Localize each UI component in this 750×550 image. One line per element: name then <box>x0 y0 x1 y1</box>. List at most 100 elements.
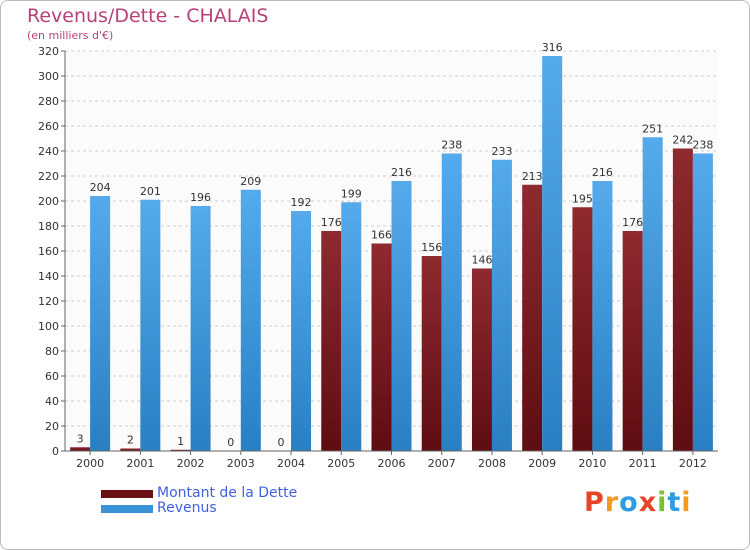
bar-revenus <box>441 153 462 451</box>
data-label-debt: 2 <box>127 434 134 447</box>
bar-debt <box>120 448 141 451</box>
bar-revenus <box>341 202 362 451</box>
bar-debt <box>371 243 392 451</box>
y-tick-label: 220 <box>38 170 59 183</box>
bar-revenus <box>90 196 111 451</box>
bars <box>70 56 713 451</box>
x-tick-label: 2012 <box>679 457 707 470</box>
y-tick-label: 320 <box>38 45 59 58</box>
bar-debt <box>572 207 593 451</box>
data-label-debt: 1 <box>177 435 184 448</box>
bar-debt <box>421 256 442 451</box>
chart-subtitle: (en milliers d'€) <box>27 29 114 42</box>
y-tick-label: 200 <box>38 195 59 208</box>
bar-revenus <box>542 56 563 451</box>
data-label-revenus: 216 <box>592 166 613 179</box>
x-tick-label: 2003 <box>227 457 255 470</box>
x-tick-label: 2000 <box>76 457 104 470</box>
legend-label-revenus: Revenus <box>157 500 217 516</box>
bar-debt <box>321 231 342 451</box>
logo-letter: r <box>604 487 620 518</box>
data-label-revenus: 192 <box>291 196 312 209</box>
y-tick-label: 300 <box>38 70 59 83</box>
logo-letter: i <box>681 487 692 518</box>
data-label-revenus: 238 <box>441 139 462 152</box>
legend-swatch-debt <box>101 490 153 498</box>
data-label-debt: 166 <box>371 229 392 242</box>
logo-letter: P <box>584 487 605 518</box>
data-label-revenus: 196 <box>190 191 211 204</box>
y-axis: 0 20 40 60 80 100 120 140 160 180 200 220 240 260 280 3… <box>38 45 66 458</box>
data-label-revenus: 251 <box>642 122 663 135</box>
y-tick-label: 20 <box>45 420 59 433</box>
data-label-debt: 176 <box>622 216 643 229</box>
x-tick-label: 2009 <box>528 457 556 470</box>
data-label-revenus: 201 <box>140 185 161 198</box>
bar-revenus <box>592 181 613 451</box>
data-label-debt: 146 <box>471 254 492 267</box>
x-tick-label: 2002 <box>177 457 205 470</box>
bar-revenus <box>692 153 713 451</box>
chart-title: Revenus/Dette - CHALAIS <box>27 5 269 27</box>
data-label-revenus: 209 <box>240 175 261 188</box>
data-label-revenus: 238 <box>692 139 713 152</box>
x-tick-label: 2006 <box>378 457 406 470</box>
data-label-debt: 0 <box>278 436 285 449</box>
bar-revenus <box>291 211 312 451</box>
proxiti-logo: Proxiti <box>584 487 692 518</box>
y-tick-label: 140 <box>38 270 59 283</box>
logo-letter: x <box>638 487 658 518</box>
y-tick-label: 120 <box>38 295 59 308</box>
data-label-revenus: 233 <box>491 145 512 158</box>
y-tick-label: 60 <box>45 370 59 383</box>
bar-revenus <box>240 189 261 451</box>
data-label-revenus: 204 <box>90 181 111 194</box>
bar-debt <box>522 184 543 451</box>
bar-debt <box>70 447 91 451</box>
x-tick-label: 2007 <box>428 457 456 470</box>
data-label-debt: 195 <box>572 192 593 205</box>
data-label-debt: 176 <box>321 216 342 229</box>
y-tick-label: 260 <box>38 120 59 133</box>
data-label-revenus: 316 <box>542 41 563 54</box>
bar-debt <box>170 449 191 451</box>
bar-revenus <box>642 137 663 451</box>
y-tick-label: 280 <box>38 95 59 108</box>
logo-letter: t <box>667 487 682 518</box>
bar-revenus <box>190 206 211 451</box>
y-tick-label: 160 <box>38 245 59 258</box>
bar-revenus <box>140 199 161 451</box>
data-label-debt: 213 <box>522 170 543 183</box>
x-axis: 2000 2001 2002 2003 2004 2005 2006 2007 2008 2009… <box>65 450 718 470</box>
data-label-revenus: 199 <box>341 187 362 200</box>
data-label-debt: 242 <box>672 134 693 147</box>
y-tick-label: 180 <box>38 220 59 233</box>
bar-revenus <box>491 159 512 451</box>
x-tick-label: 2008 <box>478 457 506 470</box>
bar-debt <box>672 148 693 451</box>
y-tick-label: 100 <box>38 320 59 333</box>
x-tick-label: 2011 <box>629 457 657 470</box>
legend-label-debt: Montant de la Dette <box>157 485 298 501</box>
logo-letter: o <box>619 487 639 518</box>
x-tick-label: 2001 <box>126 457 154 470</box>
y-tick-label: 240 <box>38 145 59 158</box>
data-label-debt: 3 <box>77 432 84 445</box>
y-tick-label: 40 <box>45 395 59 408</box>
logo-letter: i <box>657 487 668 518</box>
bar-debt <box>471 268 492 451</box>
bar-revenus <box>391 181 412 451</box>
bar-debt <box>622 231 643 451</box>
x-tick-label: 2005 <box>327 457 355 470</box>
data-label-debt: 156 <box>421 241 442 254</box>
data-label-revenus: 216 <box>391 166 412 179</box>
x-tick-label: 2010 <box>578 457 606 470</box>
x-tick-label: 2004 <box>277 457 305 470</box>
data-labels: 3 204 2 201 1 196 0 209 0 192 176 199 166 216 156 238 14… <box>77 41 714 449</box>
legend-swatch-revenus <box>101 505 153 513</box>
y-tick-label: 80 <box>45 345 59 358</box>
y-tick-label: 0 <box>52 445 59 458</box>
data-label-debt: 0 <box>227 436 234 449</box>
